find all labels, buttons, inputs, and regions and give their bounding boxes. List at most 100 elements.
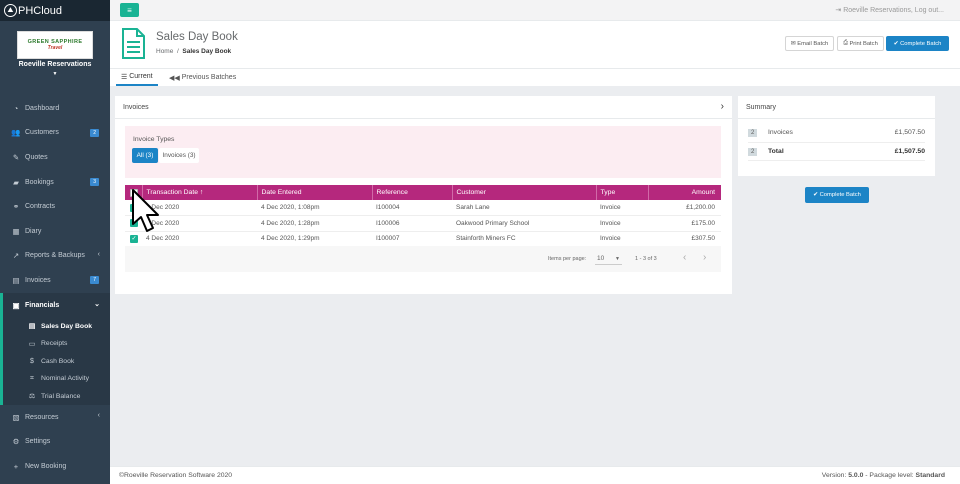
sidebar-item-settings[interactable]: ⚙ Settings	[0, 429, 110, 454]
sidebar-item-label: Settings	[25, 438, 51, 446]
cell-amount: £175.00	[648, 215, 721, 232]
items-per-page-select[interactable]: 10 ▼	[595, 253, 622, 265]
count-badge: 7	[90, 276, 99, 285]
filter-all-button[interactable]: All (3)	[132, 148, 158, 163]
panel-title: Invoices	[123, 103, 149, 111]
chevron-right-icon[interactable]: ›	[720, 101, 724, 112]
sidebar-item-resources[interactable]: ▧ Resources ‹	[0, 405, 110, 430]
logout-link[interactable]: ⇥ Roeville Reservations, Log out...	[835, 6, 944, 14]
check-icon: ✔	[893, 40, 901, 47]
sidebar-subitem-label: Receipts	[41, 340, 68, 348]
cell-reference: I100006	[372, 215, 452, 232]
column-header-amount[interactable]: Amount	[691, 189, 715, 196]
summary-row: 2 Invoices £1,507.50	[748, 124, 925, 143]
previous-page-button[interactable]: ‹	[683, 252, 687, 263]
sidebar-item-quotes[interactable]: ✎ Quotes	[0, 145, 110, 170]
invoices-panel-header[interactable]: Invoices ›	[115, 96, 732, 119]
tab-previous-batches[interactable]: ◀◀ Previous Batches	[169, 74, 237, 82]
bars-icon: ≡	[127, 5, 132, 15]
tab-bar: ☰ Current ◀◀ Previous Batches	[110, 69, 960, 86]
next-page-button[interactable]: ›	[703, 252, 707, 263]
table-row[interactable]: ✓ 4 Dec 2020 4 Dec 2020, 1:28pm I100006 …	[125, 215, 721, 232]
cell-amount: £1,200.00	[648, 200, 721, 217]
book-icon: ▰	[13, 177, 19, 187]
sidebar-item-label: New Booking	[25, 462, 67, 470]
sidebar-item-nominal-activity[interactable]: ⌗ Nominal Activity	[3, 370, 110, 388]
sidebar-item-cash-book[interactable]: $ Cash Book	[3, 352, 110, 370]
sidebar-item-trial-balance[interactable]: ⚖ Trial Balance	[3, 387, 110, 405]
sidebar-item-label: Dashboard	[25, 104, 60, 112]
sidebar-item-contracts[interactable]: ⚭ Contracts	[0, 194, 110, 219]
breadcrumb-current: Sales Day Book	[182, 48, 232, 55]
users-icon: 👥	[11, 128, 21, 138]
invoices-table: Transaction Date ↑ Date Entered Referenc…	[125, 185, 721, 248]
summary-amount: £1,507.50	[837, 124, 925, 143]
company-logo-line1: GREEN SAPPHIRE	[27, 39, 83, 45]
cell-date-entered: 4 Dec 2020, 1:08pm	[257, 200, 372, 217]
tab-current[interactable]: ☰ Current	[116, 69, 158, 86]
table-row[interactable]: ✓ 4 Dec 2020 4 Dec 2020, 1:29pm I100007 …	[125, 231, 721, 248]
sidebar-item-receipts[interactable]: ▭ Receipts	[3, 335, 110, 353]
sidebar-nav: ◔ Dashboard 👥 Customers 2 ✎ Quotes ▰ Boo…	[0, 96, 110, 479]
cube-icon: ▧	[12, 412, 20, 422]
print-icon: ⎙	[843, 40, 850, 46]
chevron-left-icon: ‹	[97, 250, 100, 258]
sidebar-item-new-booking[interactable]: + New Booking	[0, 454, 110, 479]
handshake-icon: ⚭	[12, 202, 20, 212]
summary-complete-batch-button[interactable]: ✔ Complete Batch	[805, 187, 869, 203]
company-name[interactable]: Roeville Reservations	[18, 61, 92, 68]
print-batch-button[interactable]: ⎙ Print Batch	[837, 36, 884, 51]
sidebar-item-dashboard[interactable]: ◔ Dashboard	[0, 96, 110, 121]
company-logo: GREEN SAPPHIRE Travel	[17, 31, 93, 59]
backward-icon: ◀◀	[169, 74, 182, 82]
calendar-icon: ▦	[12, 226, 20, 236]
version-number: 5.0.0	[848, 472, 864, 479]
table-header-row: Transaction Date ↑ Date Entered Referenc…	[125, 185, 721, 200]
cell-transaction-date: 4 Dec 2020	[142, 200, 257, 217]
email-batch-button[interactable]: ✉ Email Batch	[785, 36, 834, 51]
cell-type: Invoice	[596, 231, 648, 248]
column-header-transaction-date[interactable]: Transaction Date ↑	[142, 185, 258, 200]
breadcrumb-home[interactable]: Home	[156, 48, 174, 55]
summary-total-label: Total	[764, 142, 838, 161]
chevron-left-icon: ‹	[97, 411, 100, 419]
count-badge: 2	[748, 129, 758, 138]
sidebar-subitem-label: Sales Day Book	[41, 322, 92, 330]
cell-date-entered: 4 Dec 2020, 1:28pm	[257, 215, 372, 232]
hamburger-menu-button[interactable]: ≡	[120, 3, 139, 17]
invoice-types-filter: Invoice Types All (3) Invoices (3)	[125, 126, 721, 178]
column-header-type[interactable]: Type	[596, 185, 649, 200]
sidebar-item-diary[interactable]: ▦ Diary	[0, 219, 110, 244]
cell-customer: Sarah Lane	[452, 200, 596, 217]
app-logo[interactable]: ⛰ PHCloud	[0, 0, 110, 21]
sidebar-item-invoices[interactable]: ▤ Invoices 7	[0, 268, 110, 293]
page-title: Sales Day Book	[156, 31, 238, 43]
sidebar-item-label: Diary	[25, 227, 42, 235]
caret-down-icon: ▼	[615, 255, 620, 262]
summary-panel: Summary 2 Invoices £1,507.50 2 Total £1,…	[738, 96, 935, 176]
caret-down-icon[interactable]: ▼	[52, 71, 58, 77]
list-icon: ☰	[121, 73, 130, 81]
column-header-customer[interactable]: Customer	[452, 185, 597, 200]
items-per-page-label: Items per page:	[548, 256, 587, 262]
column-header-reference[interactable]: Reference	[372, 185, 453, 200]
page-header: Sales Day Book Home / Sales Day Book ✉ E…	[110, 21, 960, 69]
app-logo-text: PHCloud	[18, 4, 63, 17]
sidebar-subitem-label: Cash Book	[41, 357, 75, 365]
sidebar-item-financials[interactable]: ▣ Financials ⌄	[0, 292, 110, 318]
sort-up-icon: ↑	[199, 189, 204, 196]
breadcrumb: Home / Sales Day Book	[156, 48, 232, 55]
table-row[interactable]: ✓ 4 Dec 2020 4 Dec 2020, 1:08pm I100004 …	[125, 200, 721, 217]
filter-invoices-button[interactable]: Invoices (3)	[159, 148, 199, 163]
sidebar-item-reports[interactable]: ↗ Reports & Backups ‹	[0, 244, 110, 269]
sidebar-item-sales-day-book[interactable]: ▤ Sales Day Book	[3, 317, 110, 335]
column-header-date-entered[interactable]: Date Entered	[257, 185, 373, 200]
tachometer-icon: ◔	[13, 103, 19, 113]
sidebar-item-customers[interactable]: 👥 Customers 2	[0, 121, 110, 146]
cell-date-entered: 4 Dec 2020, 1:29pm	[257, 231, 372, 248]
document-icon	[122, 28, 145, 59]
cell-transaction-date: 4 Dec 2020	[142, 215, 257, 232]
sidebar-item-bookings[interactable]: ▰ Bookings 3	[0, 170, 110, 195]
sign-out-icon: ⇥	[835, 7, 842, 14]
complete-batch-button[interactable]: ✔ Complete Batch	[886, 36, 949, 51]
